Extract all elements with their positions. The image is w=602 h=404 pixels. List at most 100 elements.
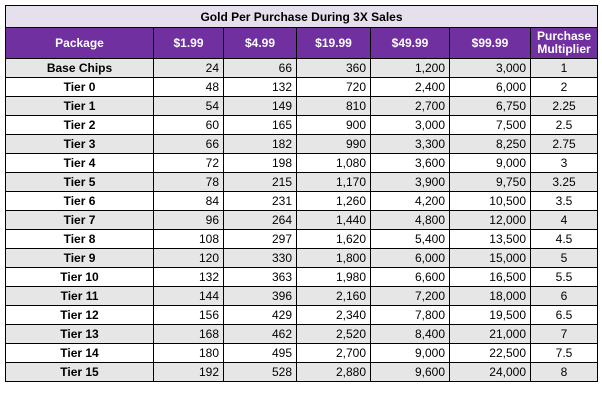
gold-purchase-table: Gold Per Purchase During 3X Sales Packag… bbox=[5, 5, 598, 382]
price-99-99-cell: 6,000 bbox=[449, 77, 531, 97]
price-1-99-cell: 60 bbox=[153, 115, 224, 135]
price-1-99-cell: 66 bbox=[153, 134, 224, 154]
multiplier-cell: 2.75 bbox=[530, 134, 598, 154]
price-99-99-cell: 9,000 bbox=[449, 153, 531, 173]
package-cell: Tier 0 bbox=[5, 77, 154, 97]
table-row: Tier 9 120 330 1,800 6,000 15,000 5 bbox=[5, 248, 598, 268]
table-row: Tier 2 60 165 900 3,000 7,500 2.5 bbox=[5, 115, 598, 135]
price-49-99-cell: 7,800 bbox=[370, 305, 450, 325]
price-1-99-cell: 24 bbox=[153, 58, 224, 78]
price-19-99-cell: 810 bbox=[296, 96, 371, 116]
package-cell: Tier 1 bbox=[5, 96, 154, 116]
price-4-99-cell: 528 bbox=[223, 362, 297, 382]
price-4-99-cell: 264 bbox=[223, 210, 297, 230]
package-cell: Tier 10 bbox=[5, 267, 154, 287]
package-cell: Tier 11 bbox=[5, 286, 154, 306]
spreadsheet-table-region: Gold Per Purchase During 3X Sales Packag… bbox=[5, 5, 598, 382]
price-99-99-cell: 22,500 bbox=[449, 343, 531, 363]
price-49-99-cell: 4,200 bbox=[370, 191, 450, 211]
price-99-99-cell: 13,500 bbox=[449, 229, 531, 249]
price-19-99-cell: 1,170 bbox=[296, 172, 371, 192]
table-row: Base Chips 24 66 360 1,200 3,000 1 bbox=[5, 58, 598, 78]
multiplier-cell: 2.25 bbox=[530, 96, 598, 116]
package-cell: Tier 12 bbox=[5, 305, 154, 325]
package-cell: Tier 3 bbox=[5, 134, 154, 154]
column-header-purchase-multiplier: Purchase Multiplier bbox=[530, 27, 598, 59]
price-1-99-cell: 96 bbox=[153, 210, 224, 230]
price-1-99-cell: 132 bbox=[153, 267, 224, 287]
multiplier-cell: 5.5 bbox=[530, 267, 598, 287]
table-row: Tier 11 144 396 2,160 7,200 18,000 6 bbox=[5, 286, 598, 306]
table-row: Tier 0 48 132 720 2,400 6,000 2 bbox=[5, 77, 598, 97]
price-49-99-cell: 6,600 bbox=[370, 267, 450, 287]
package-cell: Tier 5 bbox=[5, 172, 154, 192]
table-row: Tier 10 132 363 1,980 6,600 16,500 5.5 bbox=[5, 267, 598, 287]
price-49-99-cell: 3,900 bbox=[370, 172, 450, 192]
price-1-99-cell: 48 bbox=[153, 77, 224, 97]
table-row: Tier 1 54 149 810 2,700 6,750 2.25 bbox=[5, 96, 598, 116]
package-cell: Tier 6 bbox=[5, 191, 154, 211]
price-49-99-cell: 3,600 bbox=[370, 153, 450, 173]
price-99-99-cell: 8,250 bbox=[449, 134, 531, 154]
price-19-99-cell: 990 bbox=[296, 134, 371, 154]
price-1-99-cell: 156 bbox=[153, 305, 224, 325]
multiplier-cell: 2 bbox=[530, 77, 598, 97]
price-1-99-cell: 192 bbox=[153, 362, 224, 382]
price-1-99-cell: 120 bbox=[153, 248, 224, 268]
price-19-99-cell: 1,260 bbox=[296, 191, 371, 211]
multiplier-cell: 7 bbox=[530, 324, 598, 344]
table-row: Tier 5 78 215 1,170 3,900 9,750 3.25 bbox=[5, 172, 598, 192]
price-4-99-cell: 330 bbox=[223, 248, 297, 268]
price-1-99-cell: 108 bbox=[153, 229, 224, 249]
multiplier-cell: 4 bbox=[530, 210, 598, 230]
price-99-99-cell: 18,000 bbox=[449, 286, 531, 306]
price-49-99-cell: 9,600 bbox=[370, 362, 450, 382]
multiplier-cell: 6 bbox=[530, 286, 598, 306]
table-title: Gold Per Purchase During 3X Sales bbox=[5, 5, 598, 28]
price-1-99-cell: 180 bbox=[153, 343, 224, 363]
package-cell: Tier 9 bbox=[5, 248, 154, 268]
price-99-99-cell: 19,500 bbox=[449, 305, 531, 325]
column-header-price-99-99: $99.99 bbox=[449, 27, 531, 59]
multiplier-cell: 7.5 bbox=[530, 343, 598, 363]
table-row: Tier 7 96 264 1,440 4,800 12,000 4 bbox=[5, 210, 598, 230]
table-row: Tier 13 168 462 2,520 8,400 21,000 7 bbox=[5, 324, 598, 344]
multiplier-cell: 6.5 bbox=[530, 305, 598, 325]
price-99-99-cell: 12,000 bbox=[449, 210, 531, 230]
price-4-99-cell: 215 bbox=[223, 172, 297, 192]
table-row: Tier 15 192 528 2,880 9,600 24,000 8 bbox=[5, 362, 598, 382]
price-4-99-cell: 495 bbox=[223, 343, 297, 363]
price-19-99-cell: 1,440 bbox=[296, 210, 371, 230]
price-4-99-cell: 132 bbox=[223, 77, 297, 97]
price-1-99-cell: 78 bbox=[153, 172, 224, 192]
price-1-99-cell: 144 bbox=[153, 286, 224, 306]
price-4-99-cell: 149 bbox=[223, 96, 297, 116]
price-49-99-cell: 3,300 bbox=[370, 134, 450, 154]
package-cell: Tier 15 bbox=[5, 362, 154, 382]
price-19-99-cell: 1,980 bbox=[296, 267, 371, 287]
price-4-99-cell: 396 bbox=[223, 286, 297, 306]
column-header-row: Package $1.99 $4.99 $19.99 $49.99 $99.99… bbox=[5, 27, 598, 59]
price-19-99-cell: 1,800 bbox=[296, 248, 371, 268]
price-99-99-cell: 24,000 bbox=[449, 362, 531, 382]
price-4-99-cell: 66 bbox=[223, 58, 297, 78]
price-19-99-cell: 2,160 bbox=[296, 286, 371, 306]
price-1-99-cell: 84 bbox=[153, 191, 224, 211]
price-4-99-cell: 198 bbox=[223, 153, 297, 173]
price-4-99-cell: 363 bbox=[223, 267, 297, 287]
price-99-99-cell: 10,500 bbox=[449, 191, 531, 211]
price-4-99-cell: 297 bbox=[223, 229, 297, 249]
price-49-99-cell: 6,000 bbox=[370, 248, 450, 268]
column-header-price-1-99: $1.99 bbox=[153, 27, 224, 59]
price-49-99-cell: 5,400 bbox=[370, 229, 450, 249]
multiplier-cell: 4.5 bbox=[530, 229, 598, 249]
multiplier-cell: 2.5 bbox=[530, 115, 598, 135]
package-cell: Base Chips bbox=[5, 58, 154, 78]
price-49-99-cell: 4,800 bbox=[370, 210, 450, 230]
price-1-99-cell: 54 bbox=[153, 96, 224, 116]
price-4-99-cell: 165 bbox=[223, 115, 297, 135]
multiplier-cell: 5 bbox=[530, 248, 598, 268]
price-19-99-cell: 2,700 bbox=[296, 343, 371, 363]
price-19-99-cell: 1,620 bbox=[296, 229, 371, 249]
package-cell: Tier 13 bbox=[5, 324, 154, 344]
